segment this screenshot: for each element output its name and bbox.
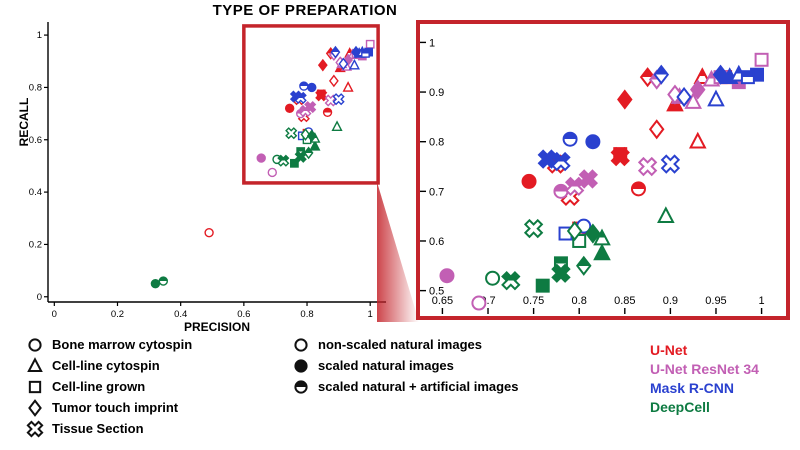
svg-text:1: 1 <box>368 309 373 320</box>
legend-item-preparation-4: Tissue Section <box>26 419 192 438</box>
svg-text:RECALL: RECALL <box>18 98 31 147</box>
zoom-connector-wedge <box>377 182 419 322</box>
zoom-scatter-plot: 0.65 0.7 0.75 0.8 0.85 0.9 0.95 1 0.5 0.6 0.7 0.8 0.… <box>416 20 790 320</box>
svg-text:0.6: 0.6 <box>237 309 250 320</box>
svg-text:1: 1 <box>429 37 435 49</box>
svg-text:0.8: 0.8 <box>572 295 587 307</box>
legend-label: Tumor touch imprint <box>52 400 179 415</box>
legend-method-1: U-Net ResNet 34 <box>650 361 759 377</box>
legend-label: Tissue Section <box>52 421 144 436</box>
figure-title: TYPE OF PREPARATION <box>212 2 398 19</box>
svg-text:0.8: 0.8 <box>429 137 444 149</box>
legend-image-types: non-scaled natural images scaled natural … <box>292 336 519 395</box>
legend-item-preparation-0: Bone marrow cytospin <box>26 336 192 353</box>
svg-text:0.6: 0.6 <box>29 135 42 146</box>
legend-method-2: Mask R-CNN <box>650 380 735 396</box>
svg-text:0: 0 <box>52 309 57 320</box>
legend-method-0: U-Net <box>650 342 688 358</box>
svg-text:0.4: 0.4 <box>29 187 42 198</box>
legend-marker-triangle <box>27 356 43 372</box>
legend-item-imagetype-1: scaled natural images <box>292 357 519 374</box>
legend-label: non-scaled natural images <box>318 337 482 352</box>
legend-label: scaled natural images <box>318 358 454 373</box>
legend-label: Cell-line cytospin <box>52 358 160 373</box>
svg-text:0.75: 0.75 <box>523 295 544 307</box>
legend-marker-circle-filled <box>294 358 308 373</box>
main-scatter-svg: 0 0.2 0.4 0.6 0.8 1 0 0.2 0.4 0.6 0.8 1 PRECISION REC… <box>17 22 386 334</box>
svg-text:0.2: 0.2 <box>111 309 124 320</box>
legend-marker-diamond <box>28 398 42 417</box>
legend-marker-circle-half <box>294 379 308 394</box>
legend-item-preparation-1: Cell-line cytospin <box>26 356 192 374</box>
legend-preparation-types: Bone marrow cytospin Cell-line cytospin Ce… <box>26 336 192 438</box>
svg-text:1: 1 <box>759 295 765 307</box>
svg-text:0.95: 0.95 <box>705 295 726 307</box>
legend-label: Bone marrow cytospin <box>52 337 193 352</box>
legend-item-imagetype-0: non-scaled natural images <box>292 336 519 353</box>
legend-marker-circle <box>28 337 42 352</box>
main-scatter-plot: 0 0.2 0.4 0.6 0.8 1 0 0.2 0.4 0.6 0.8 1 PRECISION REC… <box>17 14 398 341</box>
legend-marker-tissue <box>26 419 44 438</box>
zoom-scatter-svg: 0.65 0.7 0.75 0.8 0.85 0.9 0.95 10.50.60.70.80.… <box>420 37 769 314</box>
legend-label: scaled natural + artificial images <box>318 379 519 394</box>
legend-item-imagetype-2: scaled natural + artificial images <box>292 378 519 395</box>
svg-text:0.5: 0.5 <box>429 286 444 298</box>
svg-text:0.4: 0.4 <box>174 309 187 320</box>
legend-method-3: DeepCell <box>650 399 710 415</box>
svg-text:0.8: 0.8 <box>300 309 313 320</box>
svg-text:PRECISION: PRECISION <box>184 320 250 334</box>
legend-marker-circle <box>294 337 308 352</box>
svg-text:0.9: 0.9 <box>663 295 678 307</box>
legend-item-preparation-2: Cell-line grown <box>26 378 192 395</box>
svg-text:0.9: 0.9 <box>429 87 444 99</box>
svg-text:0.8: 0.8 <box>29 82 42 93</box>
legend-label: Cell-line grown <box>52 379 146 394</box>
svg-text:0.6: 0.6 <box>429 236 444 248</box>
svg-text:0: 0 <box>37 292 42 303</box>
legend-marker-square <box>28 380 42 393</box>
svg-text:0.85: 0.85 <box>614 295 635 307</box>
zoom-connector-shape <box>377 182 419 322</box>
svg-text:1: 1 <box>37 30 42 41</box>
legend-methods: U-Net U-Net ResNet 34 Mask R-CNN DeepCell <box>650 342 759 415</box>
svg-text:0.2: 0.2 <box>29 239 42 250</box>
svg-text:0.7: 0.7 <box>429 186 444 198</box>
svg-text:0.65: 0.65 <box>432 295 453 307</box>
legend-item-preparation-3: Tumor touch imprint <box>26 398 192 417</box>
